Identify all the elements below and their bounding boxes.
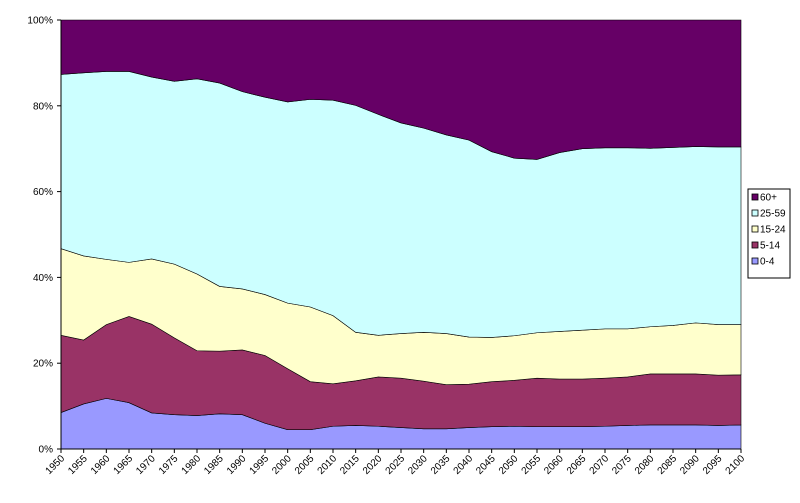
x-tick-label: 2075: [610, 453, 634, 477]
x-tick-label: 2040: [452, 453, 476, 477]
legend-swatch: [751, 193, 759, 201]
x-tick-label: 2060: [542, 453, 566, 477]
x-tick-label: 1955: [66, 453, 90, 477]
y-tick-label: 100%: [27, 16, 53, 27]
x-tick-label: 2015: [338, 453, 362, 477]
y-tick-label: 60%: [33, 187, 53, 198]
legend-label: 5-14: [760, 241, 780, 252]
legend: 60+ 25-59 15-24 5-14 0-4: [747, 188, 791, 279]
legend-swatch: [751, 209, 759, 217]
x-tick-label: 1995: [248, 453, 272, 477]
x-tick-label: 2030: [406, 453, 430, 477]
x-tick-label: 2000: [270, 453, 294, 477]
x-tick-label: 2090: [678, 453, 702, 477]
y-tick-label: 20%: [33, 359, 53, 370]
x-tick-label: 2100: [724, 453, 748, 477]
y-tick-label: 0%: [39, 445, 54, 456]
x-tick-label: 1970: [134, 453, 158, 477]
legend-swatch: [751, 241, 759, 249]
x-tick-label: 2095: [701, 453, 725, 477]
area-layer: [60, 19, 742, 450]
x-tick-label: 2050: [497, 453, 521, 477]
x-tick-label: 2005: [293, 453, 317, 477]
x-tick-label: 1950: [44, 453, 68, 477]
legend-swatch: [751, 257, 759, 265]
legend-label: 60+: [760, 193, 777, 204]
x-tick-label: 2070: [588, 453, 612, 477]
y-tick-label: 80%: [33, 101, 53, 112]
x-tick-label: 2045: [474, 453, 498, 477]
x-tick-label: 1990: [225, 453, 249, 477]
x-tick-label: 2065: [565, 453, 589, 477]
y-tick-label: 40%: [33, 273, 53, 284]
legend-label: 25-59: [760, 209, 786, 220]
x-tick-label: 1965: [112, 453, 136, 477]
x-tick-label: 2035: [429, 453, 453, 477]
legend-label: 15-24: [760, 225, 786, 236]
legend-swatch: [751, 225, 759, 233]
x-tick-label: 2025: [384, 453, 408, 477]
area-series-60plus: [60, 19, 742, 160]
x-tick-label: 2020: [361, 453, 385, 477]
x-tick-label: 1960: [89, 453, 113, 477]
legend-label: 0-4: [760, 257, 775, 268]
x-tick-label: 2010: [316, 453, 340, 477]
x-tick-label: 1985: [202, 453, 226, 477]
x-tick-label: 1975: [157, 453, 181, 477]
x-tick-label: 2080: [633, 453, 657, 477]
x-tick-label: 2055: [520, 453, 544, 477]
x-tick-label: 2085: [656, 453, 680, 477]
x-tick-label: 1980: [180, 453, 204, 477]
